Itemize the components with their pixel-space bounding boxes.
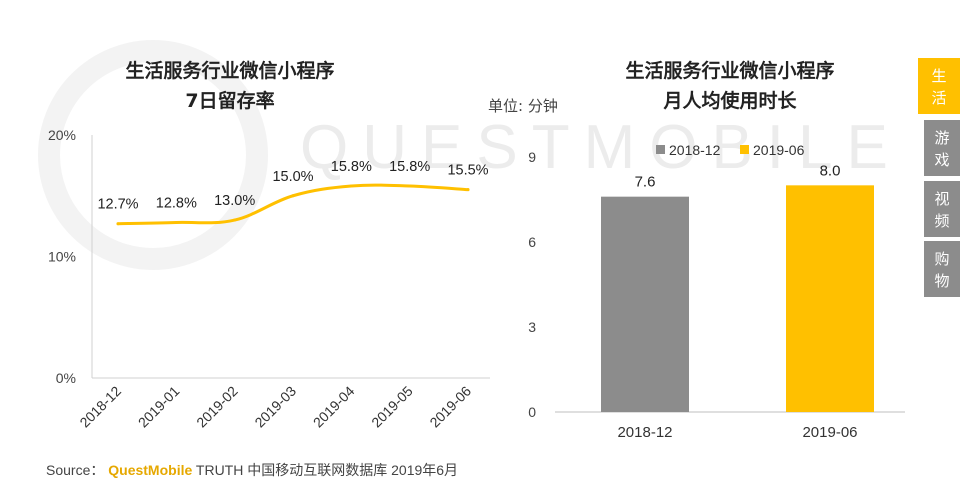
- legend-swatch-2018-12: [656, 145, 665, 154]
- left-y-tick-label: 0%: [56, 370, 76, 386]
- side-tab-life[interactable]: 生 活: [918, 58, 960, 114]
- side-tab-video-label-top: 视: [934, 190, 950, 208]
- side-tab-game-label-bottom: 戏: [934, 151, 950, 169]
- retention-data-label: 13.0%: [214, 193, 255, 209]
- source-prefix: Source：: [46, 462, 105, 478]
- retention-data-label: 15.5%: [447, 163, 488, 179]
- right-chart-title-line1: 生活服务行业微信小程序: [625, 60, 835, 82]
- left-chart-title-line2: 7日留存率: [185, 90, 275, 112]
- retention-point-2019-02: [233, 218, 237, 222]
- retention-point-2019-01: [174, 220, 178, 224]
- left-x-tick-label: 2019-05: [368, 383, 416, 431]
- retention-data-label: 15.8%: [389, 159, 430, 175]
- retention-data-label: 12.7%: [97, 197, 138, 213]
- side-tab-life-label-top: 生: [931, 67, 947, 85]
- side-tab-shopping-label-top: 购: [934, 250, 950, 268]
- side-tab-video[interactable]: 视 频: [924, 181, 960, 237]
- bar-2018-12: [601, 196, 689, 412]
- retention-point-2019-04: [349, 184, 353, 188]
- retention-data-label: 15.0%: [272, 169, 313, 185]
- side-tab-shopping[interactable]: 购 物: [924, 241, 960, 297]
- left-chart-title-line1: 生活服务行业微信小程序: [125, 60, 335, 82]
- source-suffix: TRUTH 中国移动互联网数据库 2019年6月: [195, 462, 459, 478]
- bar-data-label: 7.6: [635, 174, 656, 191]
- left-x-tick-label: 2018-12: [76, 383, 124, 431]
- watermark-text: QUESTMOBILE: [300, 113, 902, 182]
- side-tab-life-label-bottom: 活: [931, 89, 947, 107]
- bar-data-label: 8.0: [820, 162, 841, 179]
- source-brand: QuestMobile: [108, 462, 193, 478]
- retention-point-2019-03: [291, 194, 295, 198]
- left-x-tick-label: 2019-06: [426, 383, 474, 431]
- left-y-tick-label: 20%: [48, 127, 76, 143]
- side-tab-video-label-bottom: 频: [934, 212, 950, 230]
- retention-point-2019-06: [466, 188, 470, 192]
- unit-label: 单位: 分钟: [488, 97, 558, 115]
- retention-data-label: 15.8%: [331, 159, 372, 175]
- legend-label: 2019-06: [753, 142, 805, 158]
- bar-2019-06: [786, 185, 874, 412]
- left-x-tick-label: 2019-02: [193, 383, 241, 431]
- retention-data-label: 12.8%: [156, 195, 197, 211]
- retention-point-2019-05: [408, 184, 412, 188]
- legend-label: 2018-12: [669, 142, 721, 158]
- retention-point-2018-12: [116, 222, 120, 226]
- right-y-tick-label: 6: [528, 234, 536, 250]
- side-tab-game[interactable]: 游 戏: [924, 120, 960, 176]
- right-x-tick-label: 2019-06: [802, 424, 857, 441]
- right-x-tick-label: 2018-12: [617, 424, 672, 441]
- side-tab-shopping-label-bottom: 物: [934, 272, 950, 290]
- right-chart-title-line2: 月人均使用时长: [663, 90, 797, 112]
- right-y-tick-label: 3: [528, 319, 536, 335]
- left-x-tick-label: 2019-04: [310, 383, 358, 431]
- left-x-tick-label: 2019-03: [251, 383, 299, 431]
- right-y-tick-label: 0: [528, 404, 536, 420]
- right-y-tick-label: 9: [528, 149, 536, 165]
- source-note: Source： QuestMobile TRUTH 中国移动互联网数据库 201…: [46, 460, 458, 480]
- left-x-tick-label: 2019-01: [135, 383, 183, 431]
- side-tab-game-label-top: 游: [934, 129, 950, 147]
- left-y-tick-label: 10%: [48, 249, 76, 265]
- legend-swatch-2019-06: [740, 145, 749, 154]
